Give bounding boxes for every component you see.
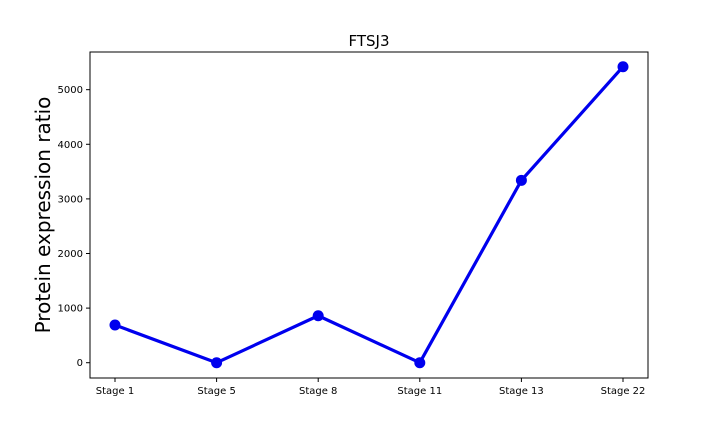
x-tick-label: Stage 13 xyxy=(499,386,544,397)
plot-frame xyxy=(89,51,649,379)
y-tick-label: 1000 xyxy=(58,304,83,315)
data-point xyxy=(515,174,527,186)
y-tick-label: 0 xyxy=(77,358,83,369)
data-point xyxy=(312,310,324,322)
x-tick-label: Stage 11 xyxy=(397,386,442,397)
y-axis: 0 1000 2000 3000 4000 5000 xyxy=(58,85,90,369)
series-line xyxy=(113,65,625,365)
data-point xyxy=(617,61,629,73)
data-point xyxy=(211,357,223,369)
y-tick-label: 3000 xyxy=(58,194,83,205)
series-layer xyxy=(109,61,629,369)
x-tick-label: Stage 1 xyxy=(96,386,134,397)
x-tick-label: Stage 5 xyxy=(197,386,235,397)
chart-title: FTSJ3 xyxy=(348,32,389,50)
x-tick-label: Stage 8 xyxy=(299,386,337,397)
y-axis-label: Protein expression ratio xyxy=(31,97,55,334)
x-axis: Stage 1 Stage 5 Stage 8 Stage 11 Stage 13 Sta… xyxy=(96,378,646,397)
data-point xyxy=(109,319,121,331)
y-tick-label: 2000 xyxy=(58,249,83,260)
y-tick-label: 5000 xyxy=(58,85,83,96)
x-tick-label: Stage 22 xyxy=(601,386,646,397)
y-tick-label: 4000 xyxy=(58,140,83,151)
data-point xyxy=(414,357,426,369)
